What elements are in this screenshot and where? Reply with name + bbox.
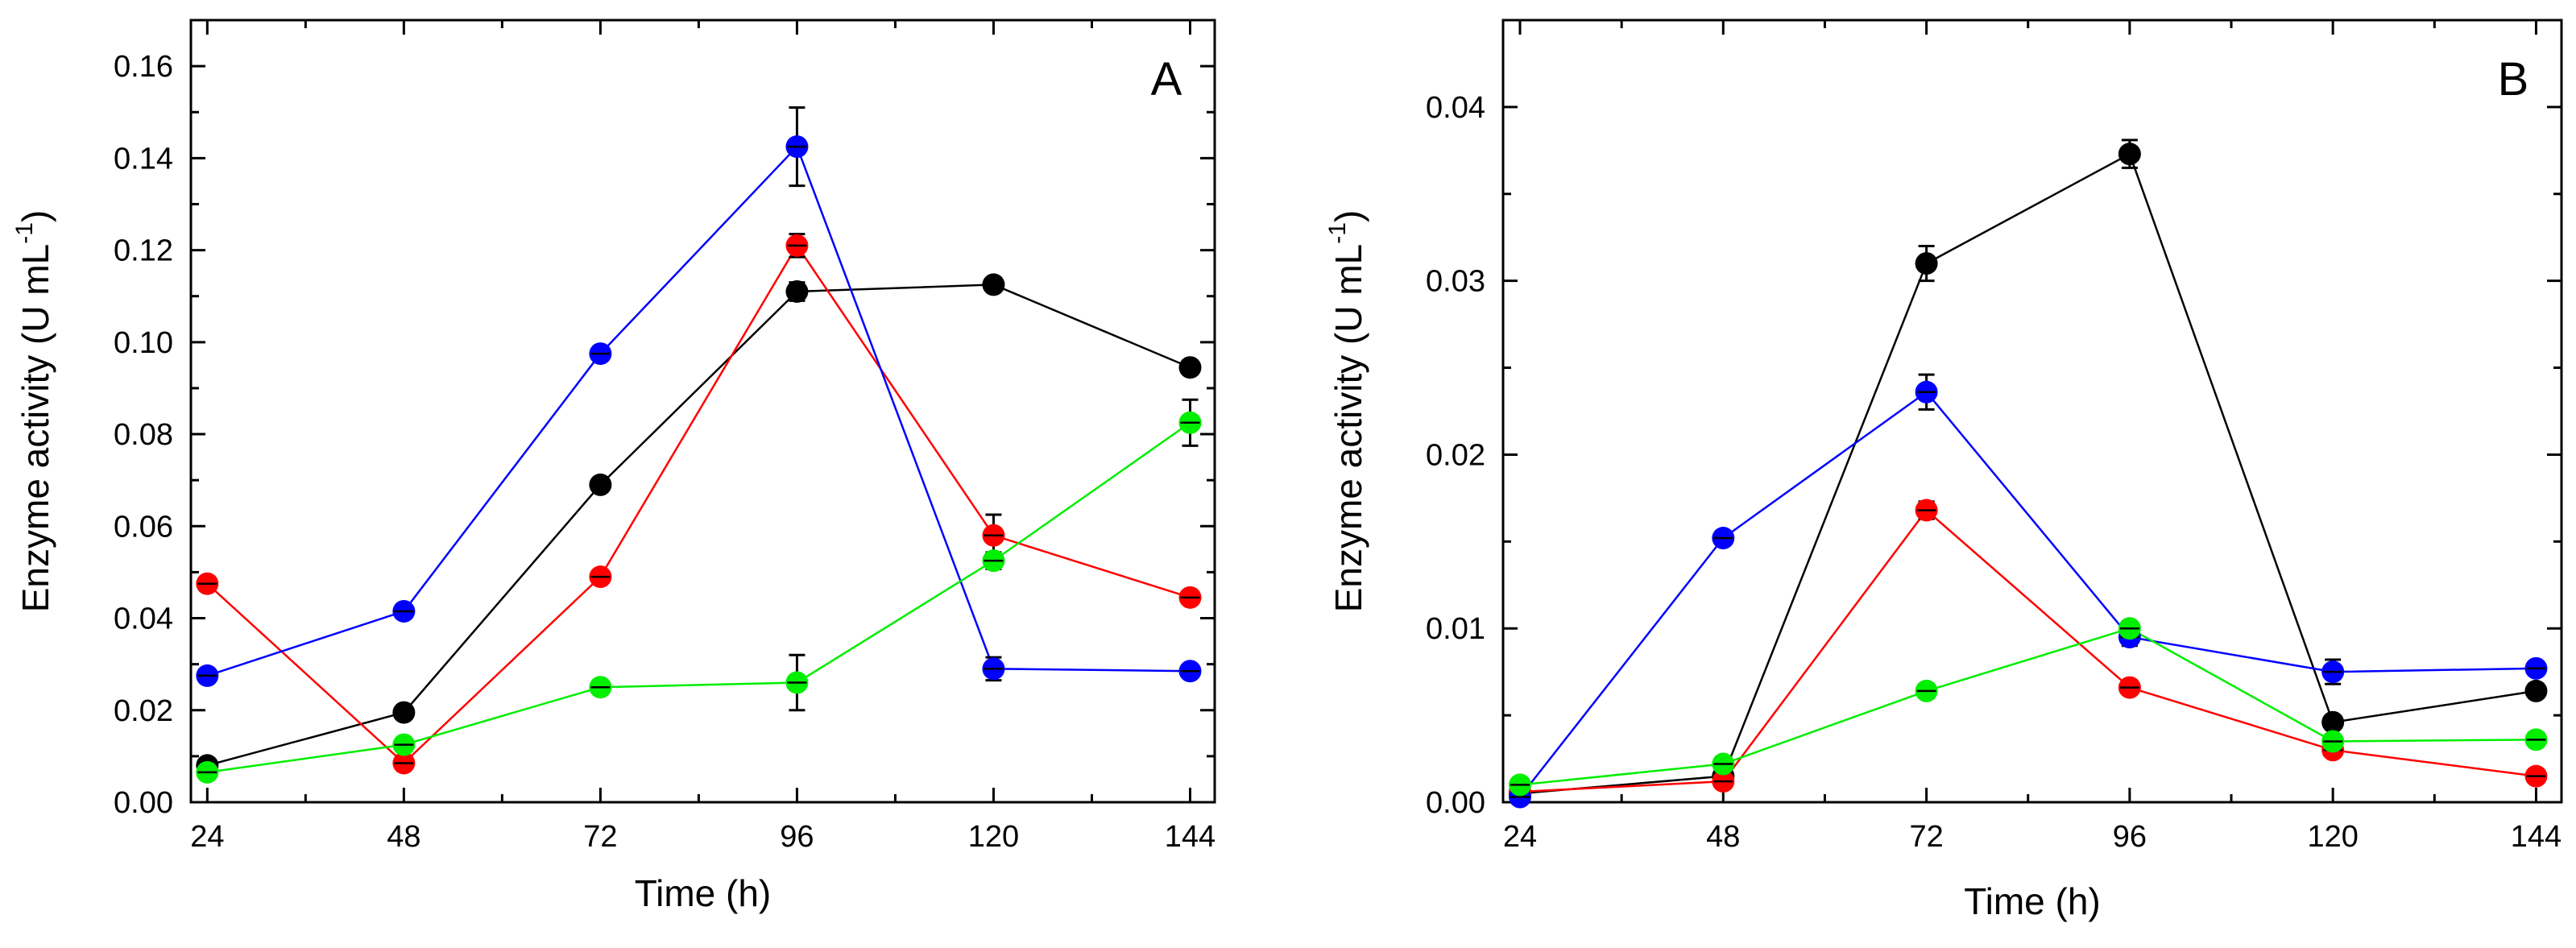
x-tick-label: 144 — [1165, 820, 1216, 854]
plot-frame — [1501, 19, 2563, 804]
y-tick-label: 0.04 — [114, 602, 173, 636]
x-tick-label: 120 — [968, 820, 1019, 854]
y-tick-label: 0.00 — [114, 786, 173, 820]
y-tick-label: 0.08 — [114, 418, 173, 452]
y-tick-label: 0.06 — [114, 510, 173, 544]
y-tick-label: 0.02 — [114, 694, 173, 728]
series-line-green — [1519, 627, 2537, 786]
chart-panel-a: 24 48 72 96 120 144 0.00 0.02 0.04 0.06 0.08 0.10 0.… — [11, 19, 1216, 914]
y-axis-title-close: ) — [1327, 210, 1369, 222]
panel-label: B — [2498, 53, 2529, 106]
y-tick-label: 0.10 — [114, 326, 173, 360]
series-line-blue — [1519, 391, 2537, 798]
x-tick-label: 96 — [2113, 820, 2147, 854]
series-line-black — [1519, 152, 2537, 795]
y-tick-label: 0.02 — [1426, 438, 1485, 472]
x-tick-label: 144 — [2511, 820, 2562, 854]
x-axis-title: Time (h) — [635, 872, 772, 914]
y-axis-title-text: Enzyme activity (U mL — [14, 244, 56, 613]
y-tick-label: 0.14 — [114, 142, 173, 176]
series-line-black — [207, 284, 1191, 767]
x-axis-title: Time (h) — [1964, 880, 2101, 922]
series-line-red — [1519, 508, 2537, 793]
y-tick-label: 0.01 — [1426, 612, 1485, 646]
series-line-red — [206, 243, 1191, 765]
x-tick-label: 96 — [780, 820, 814, 854]
panel-label: A — [1151, 53, 1182, 106]
y-axis-title-close: ) — [14, 210, 56, 222]
y-axis-title-superscript: -1 — [1324, 222, 1351, 244]
x-tick-label: 120 — [2307, 820, 2358, 854]
y-tick-label: 0.00 — [1426, 786, 1485, 820]
y-axis-title: Enzyme activity (U mL-1) — [11, 210, 56, 613]
y-tick-label: 0.16 — [114, 50, 173, 84]
series-line-blue — [206, 144, 1191, 677]
y-axis-title-superscript: -1 — [11, 222, 38, 244]
y-tick-label: 0.03 — [1426, 265, 1485, 299]
y-axis-title: Enzyme activity (U mL-1) — [1324, 210, 1369, 613]
x-tick-label: 72 — [583, 820, 617, 854]
x-tick-label: 48 — [387, 820, 420, 854]
x-tick-label: 24 — [1503, 820, 1537, 854]
y-axis-title-text: Enzyme activity (U mL — [1327, 244, 1369, 613]
y-tick-label: 0.04 — [1426, 91, 1485, 125]
y-tick-label: 0.12 — [114, 234, 173, 268]
x-tick-label: 48 — [1706, 820, 1740, 854]
series-line-green — [207, 421, 1191, 774]
x-tick-label: 72 — [1909, 820, 1943, 854]
chart-panel-b: 24 48 72 96 120 144 0.00 0.01 0.02 0.03 0.04 Time (… — [1324, 19, 2563, 922]
x-tick-label: 24 — [190, 820, 224, 854]
plot-frame — [189, 19, 1216, 804]
